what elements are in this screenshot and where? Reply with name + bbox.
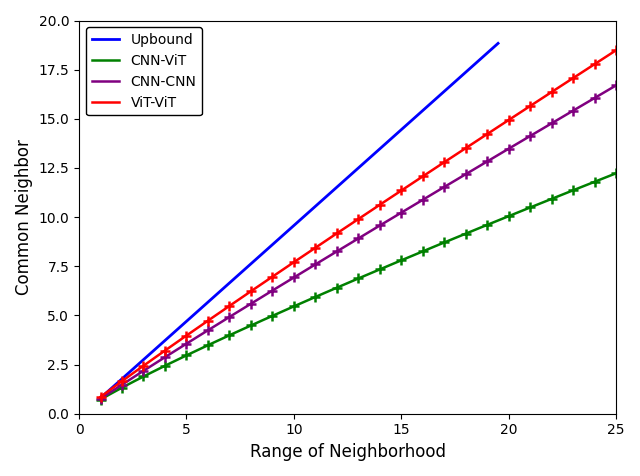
ViT-ViT — [97, 394, 104, 400]
Y-axis label: Common Neighbor: Common Neighbor — [15, 139, 33, 295]
Upbound — [113, 381, 120, 387]
Upbound — [460, 71, 468, 77]
ViT-ViT — [600, 55, 608, 61]
CNN-ViT — [520, 208, 527, 213]
CNN-ViT — [345, 280, 353, 286]
ViT-ViT — [404, 184, 412, 189]
Upbound — [171, 329, 179, 335]
Upbound — [121, 374, 129, 379]
CNN-ViT — [97, 397, 104, 402]
Upbound — [97, 395, 104, 401]
Upbound — [494, 40, 502, 46]
CNN-ViT — [404, 255, 412, 260]
ViT-ViT — [342, 225, 349, 230]
Upbound — [202, 301, 210, 307]
CNN-CNN — [376, 223, 383, 228]
Legend: Upbound, CNN-ViT, CNN-CNN, ViT-ViT: Upbound, CNN-ViT, CNN-CNN, ViT-ViT — [86, 28, 202, 115]
Line: Upbound: Upbound — [100, 43, 498, 398]
CNN-CNN — [404, 206, 412, 212]
CNN-CNN — [520, 137, 527, 143]
CNN-ViT — [612, 170, 620, 176]
X-axis label: Range of Neighborhood: Range of Neighborhood — [250, 443, 445, 461]
ViT-ViT — [376, 202, 383, 208]
CNN-ViT — [600, 175, 608, 181]
CNN-CNN — [342, 243, 349, 249]
ViT-ViT — [345, 223, 353, 228]
Line: ViT-ViT: ViT-ViT — [100, 50, 616, 397]
CNN-ViT — [342, 281, 349, 287]
Upbound — [474, 59, 482, 64]
Line: CNN-CNN: CNN-CNN — [100, 85, 616, 399]
CNN-CNN — [345, 241, 353, 247]
ViT-ViT — [520, 108, 527, 113]
CNN-ViT — [376, 267, 383, 272]
CNN-CNN — [612, 82, 620, 88]
CNN-CNN — [600, 89, 608, 95]
ViT-ViT — [612, 47, 620, 53]
Line: CNN-ViT: CNN-ViT — [100, 173, 616, 399]
CNN-CNN — [97, 396, 104, 402]
